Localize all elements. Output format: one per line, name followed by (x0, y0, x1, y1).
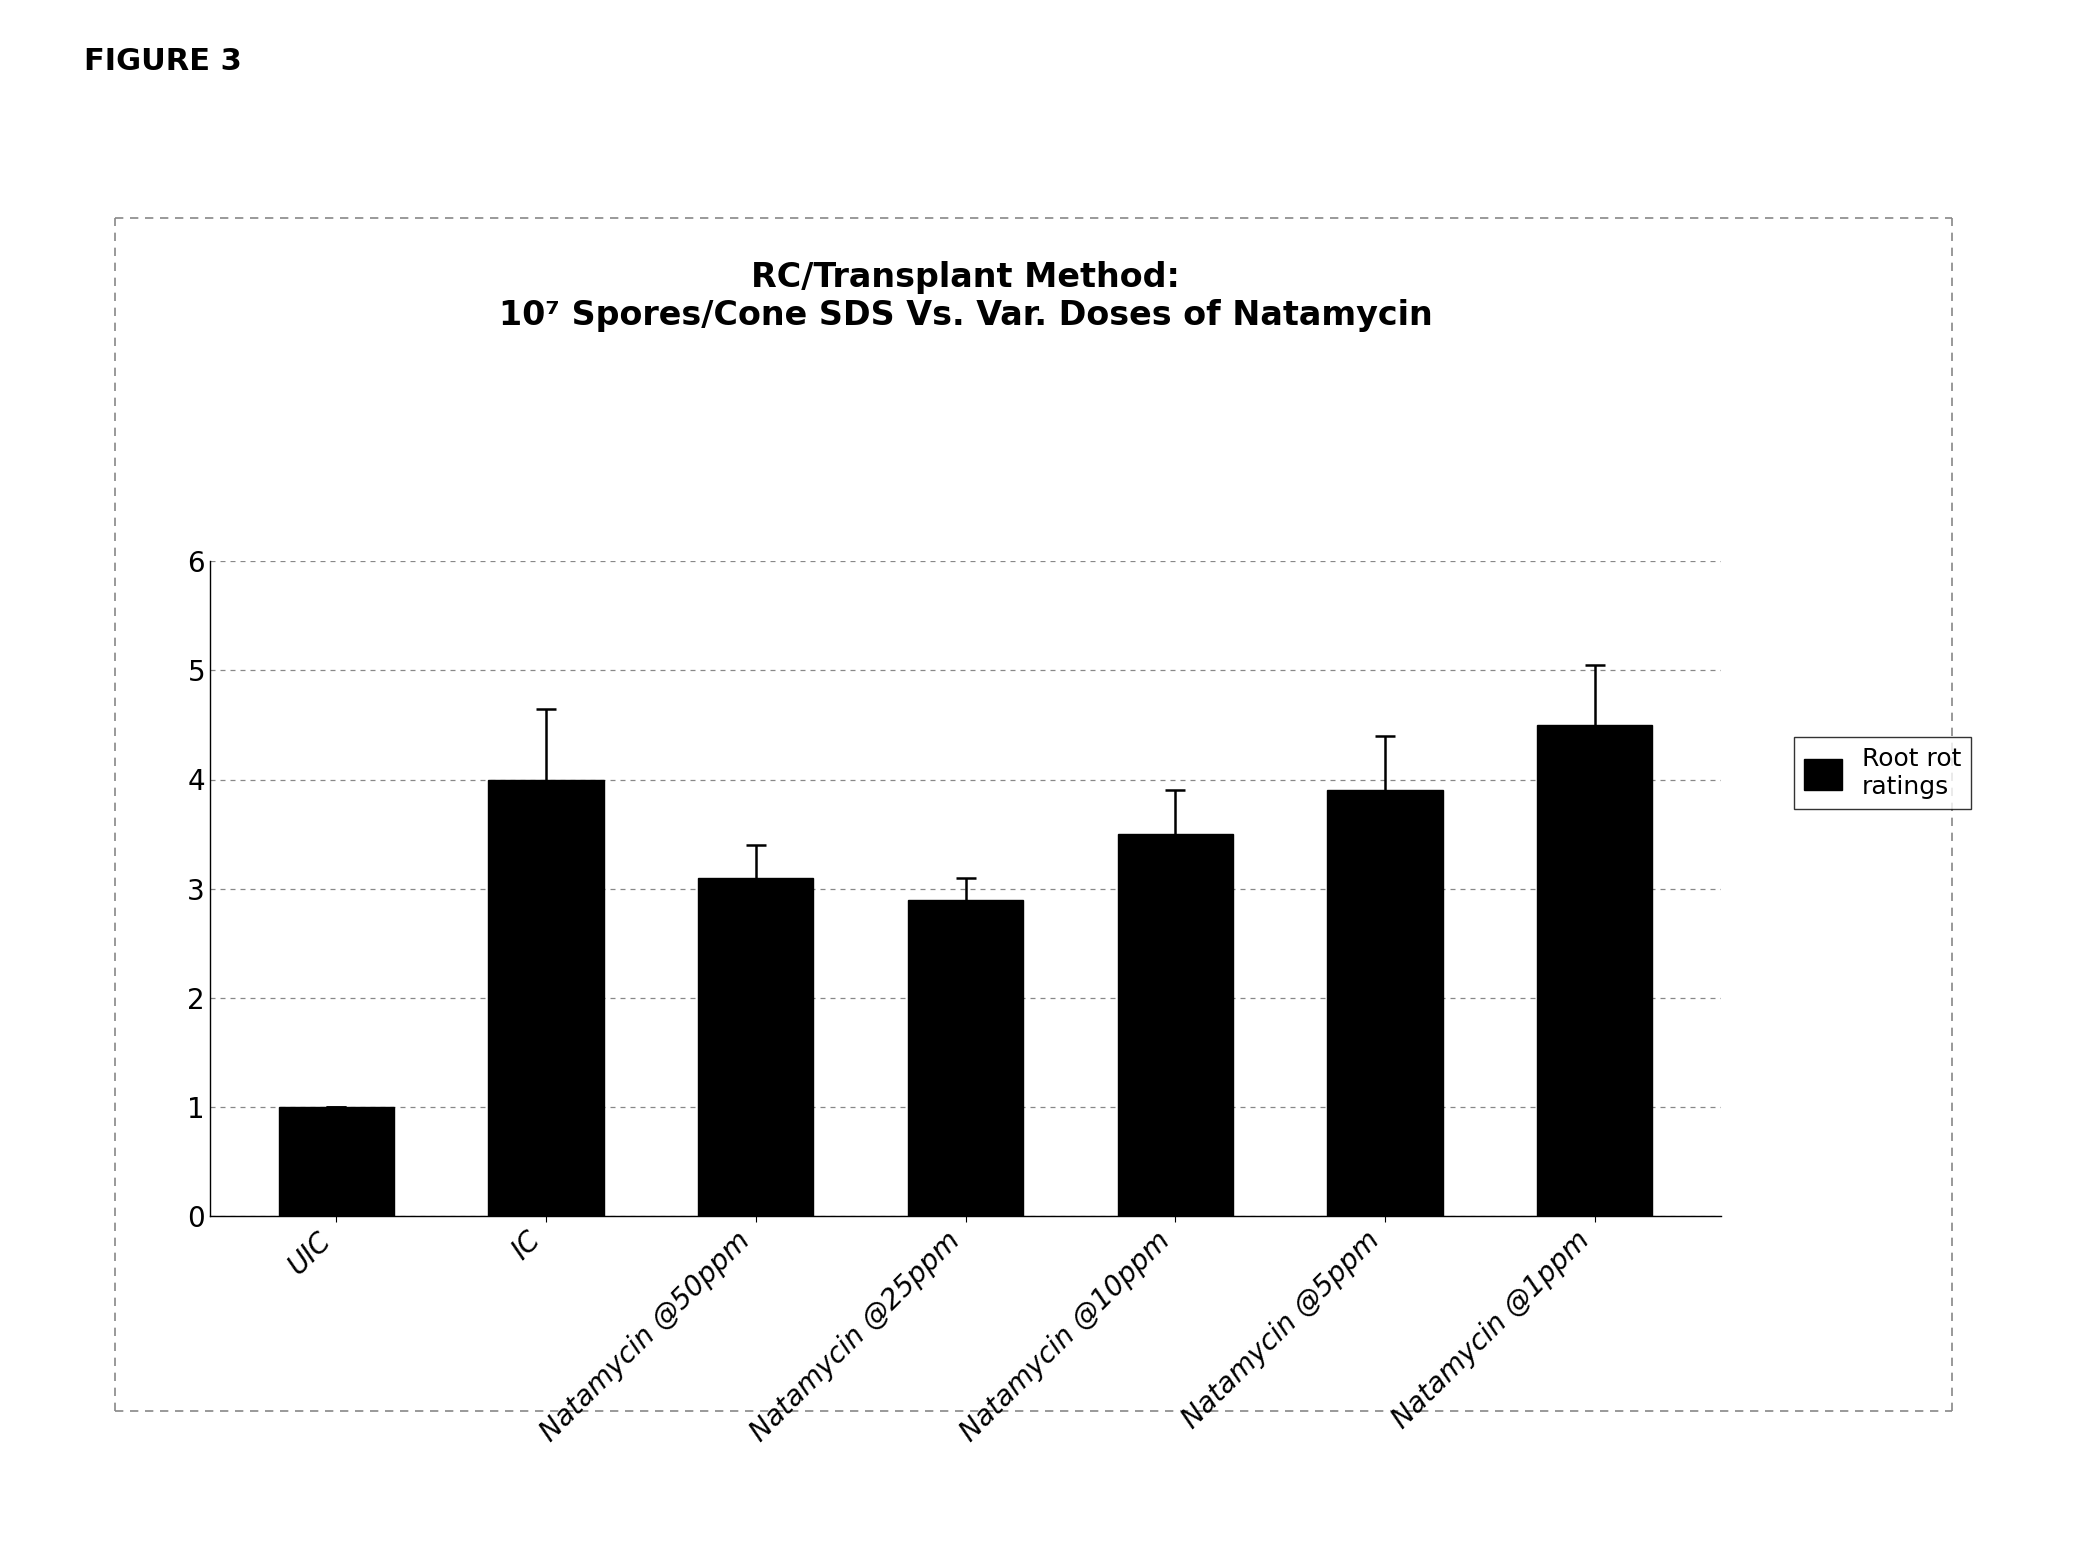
Bar (1536, 725, 1652, 1216)
Text: FIGURE 3: FIGURE 3 (84, 47, 241, 76)
Bar (1117, 834, 1232, 1216)
Bar (699, 878, 814, 1216)
Legend: Root rot
ratings: Root rot ratings (1795, 737, 1971, 809)
Bar (909, 900, 1022, 1216)
Bar (1327, 790, 1442, 1216)
Bar (489, 780, 605, 1216)
Bar (279, 1107, 395, 1216)
Text: RC/Transplant Method:
10⁷ Spores/Cone SDS Vs. Var. Doses of Natamycin: RC/Transplant Method: 10⁷ Spores/Cone SD… (500, 260, 1432, 332)
